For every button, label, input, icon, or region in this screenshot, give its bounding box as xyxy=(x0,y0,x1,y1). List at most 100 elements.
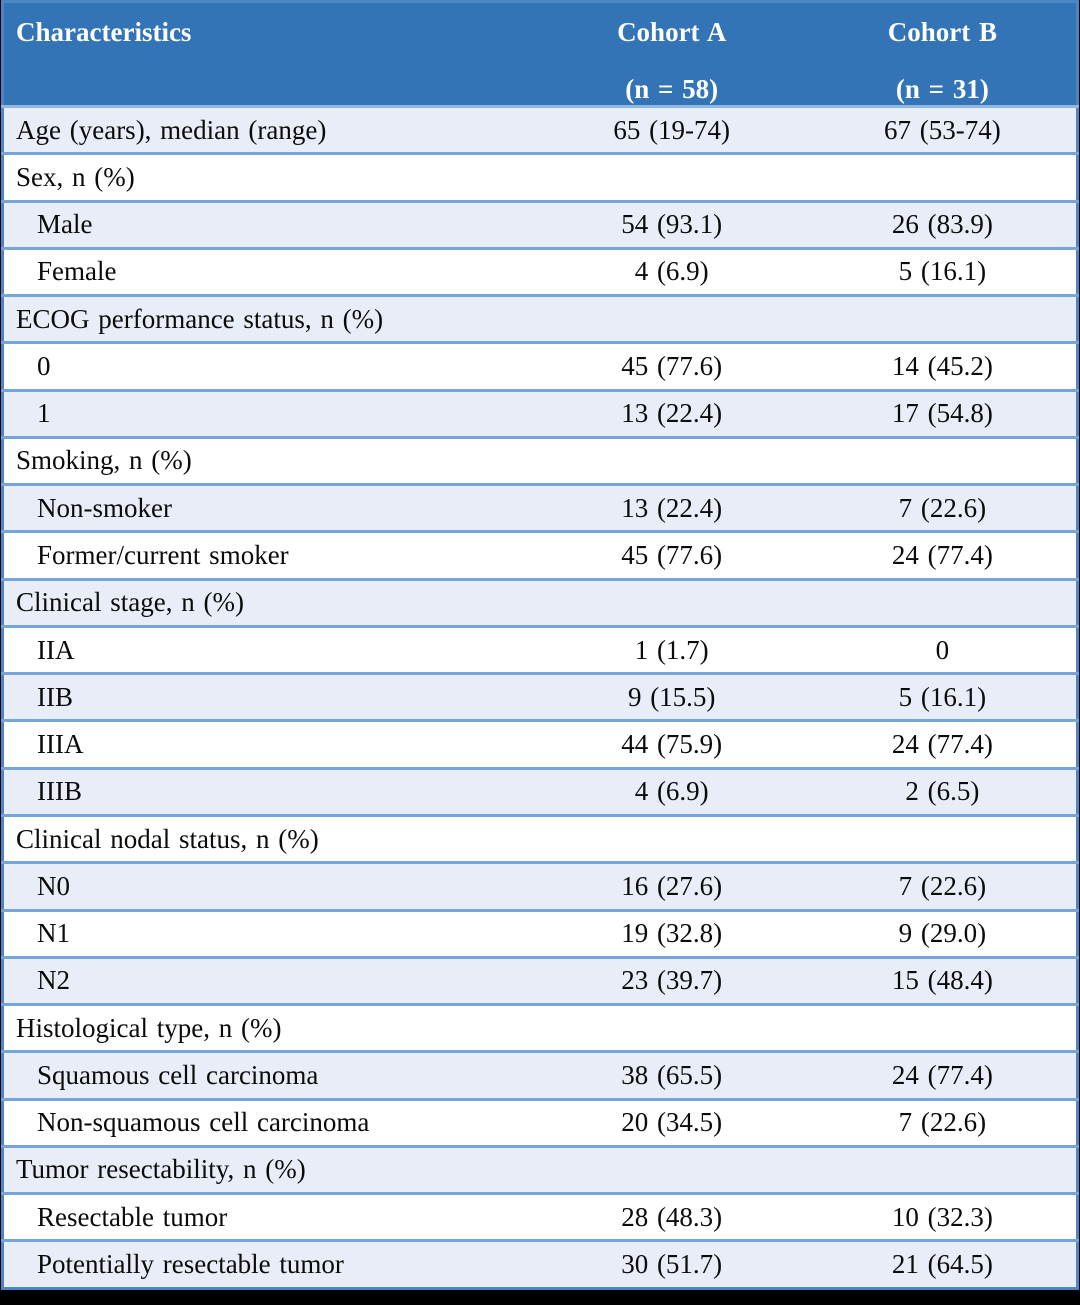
cohort-a-value: 44 (75.9) xyxy=(534,719,809,769)
cohort-b-value: 21 (64.5) xyxy=(808,1239,1078,1289)
cohort-b-value: 10 (32.3) xyxy=(808,1192,1078,1241)
table-header: Characteristics Cohort A (n = 58) Cohort… xyxy=(2,1,1078,108)
header-cohort-b: Cohort B (n = 31) xyxy=(808,1,1078,108)
row-label: N1 xyxy=(2,908,535,958)
table-row: Histological type, n (%) xyxy=(2,1003,1078,1052)
cohort-a-value xyxy=(534,813,809,863)
cohort-b-value: 24 (77.4) xyxy=(808,1050,1078,1100)
cohort-b-value xyxy=(808,435,1078,485)
header-characteristics: Characteristics xyxy=(2,1,535,108)
row-label: N0 xyxy=(2,861,535,911)
table-row: Age (years), median (range) 65 (19-74) 67 … xyxy=(2,106,1078,154)
table-row: Sex, n (%) xyxy=(2,152,1078,202)
row-label: IIB xyxy=(2,672,535,721)
row-label: Potentially resectable tumor xyxy=(2,1239,535,1289)
cohort-b-value xyxy=(808,1003,1078,1052)
cohort-b-value xyxy=(808,152,1078,202)
cohort-b-value xyxy=(808,813,1078,863)
table-row: IIA 1 (1.7) 0 xyxy=(2,624,1078,674)
row-label: Male xyxy=(2,199,535,249)
header-row: Characteristics Cohort A (n = 58) Cohort… xyxy=(2,1,1078,108)
row-label: Non-squamous cell carcinoma xyxy=(2,1097,535,1147)
table-row: Clinical nodal status, n (%) xyxy=(2,813,1078,863)
table-row: Clinical stage, n (%) xyxy=(2,577,1078,627)
cohort-b-value: 24 (77.4) xyxy=(808,719,1078,769)
table-row: Non-smoker 13 (22.4) 7 (22.6) xyxy=(2,483,1078,532)
cohort-b-value: 7 (22.6) xyxy=(808,861,1078,911)
row-label: Female xyxy=(2,246,535,296)
header-characteristics-label: Characteristics xyxy=(16,17,192,47)
row-label: Clinical stage, n (%) xyxy=(2,577,535,627)
cohort-b-value: 5 (16.1) xyxy=(808,246,1078,296)
row-label: ECOG performance status, n (%) xyxy=(2,294,535,343)
row-label: Sex, n (%) xyxy=(2,152,535,202)
cohort-a-value: 13 (22.4) xyxy=(534,483,809,532)
cohort-b-value: 67 (53-74) xyxy=(808,106,1078,154)
cohort-b-value: 2 (6.5) xyxy=(808,766,1078,816)
row-label: Resectable tumor xyxy=(2,1192,535,1241)
cohort-a-value: 9 (15.5) xyxy=(534,672,809,721)
cohort-a-value: 54 (93.1) xyxy=(534,199,809,249)
cohort-a-value: 20 (34.5) xyxy=(534,1097,809,1147)
cohort-a-value: 13 (22.4) xyxy=(534,388,809,438)
row-label: 1 xyxy=(2,388,535,438)
table-row: Non-squamous cell carcinoma 20 (34.5) 7 (2… xyxy=(2,1097,1078,1147)
cohort-a-value: 30 (51.7) xyxy=(534,1239,809,1289)
table-row: Tumor resectability, n (%) xyxy=(2,1144,1078,1194)
table-row: Female 4 (6.9) 5 (16.1) xyxy=(2,246,1078,296)
row-label: Age (years), median (range) xyxy=(2,106,535,154)
cohort-b-value xyxy=(808,1144,1078,1194)
cohort-a-title: Cohort A xyxy=(617,17,727,47)
row-label: Histological type, n (%) xyxy=(2,1003,535,1052)
table-row: Smoking, n (%) xyxy=(2,435,1078,485)
header-cohort-a: Cohort A (n = 58) xyxy=(534,1,809,108)
row-label: Squamous cell carcinoma xyxy=(2,1050,535,1100)
table-row: Squamous cell carcinoma 38 (65.5) 24 (77.4… xyxy=(2,1050,1078,1100)
row-label: 0 xyxy=(2,341,535,391)
cohort-a-value: 23 (39.7) xyxy=(534,955,809,1005)
cohort-a-n: (n = 58) xyxy=(625,74,719,104)
table-row: N0 16 (27.6) 7 (22.6) xyxy=(2,861,1078,911)
table-row: IIIA 44 (75.9) 24 (77.4) xyxy=(2,719,1078,769)
row-label: IIIB xyxy=(2,766,535,816)
table-row: Resectable tumor 28 (48.3) 10 (32.3) xyxy=(2,1192,1078,1241)
cohort-b-value xyxy=(808,294,1078,343)
cohort-a-value xyxy=(534,1003,809,1052)
cohort-a-value xyxy=(534,294,809,343)
cohort-a-value: 45 (77.6) xyxy=(534,530,809,580)
cohort-a-value: 45 (77.6) xyxy=(534,341,809,391)
table-row: IIB 9 (15.5) 5 (16.1) xyxy=(2,672,1078,721)
cohort-b-value: 24 (77.4) xyxy=(808,530,1078,580)
cohort-a-value: 4 (6.9) xyxy=(534,246,809,296)
table-row: Former/current smoker 45 (77.6) 24 (77.4) xyxy=(2,530,1078,580)
cohort-a-value: 1 (1.7) xyxy=(534,624,809,674)
cohort-a-value: 16 (27.6) xyxy=(534,861,809,911)
cohort-b-value: 7 (22.6) xyxy=(808,483,1078,532)
cohort-a-value: 38 (65.5) xyxy=(534,1050,809,1100)
row-label: IIA xyxy=(2,624,535,674)
cohort-b-n: (n = 31) xyxy=(895,74,989,104)
cohort-b-value: 5 (16.1) xyxy=(808,672,1078,721)
cohort-b-value xyxy=(808,577,1078,627)
cohort-b-value: 0 xyxy=(808,624,1078,674)
table-row: Potentially resectable tumor 30 (51.7) 21 … xyxy=(2,1239,1078,1289)
row-label: Clinical nodal status, n (%) xyxy=(2,813,535,863)
cohort-b-value: 17 (54.8) xyxy=(808,388,1078,438)
cohort-a-value: 19 (32.8) xyxy=(534,908,809,958)
cohort-b-value: 14 (45.2) xyxy=(808,341,1078,391)
table-body: Age (years), median (range) 65 (19-74) 67 … xyxy=(2,106,1078,1289)
cohort-b-title: Cohort B xyxy=(887,17,997,47)
cohort-a-value xyxy=(534,577,809,627)
cohort-b-value: 26 (83.9) xyxy=(808,199,1078,249)
cohort-a-value xyxy=(534,152,809,202)
cohort-a-value xyxy=(534,435,809,485)
cohort-a-value: 28 (48.3) xyxy=(534,1192,809,1241)
cohort-b-value: 9 (29.0) xyxy=(808,908,1078,958)
table-row: N2 23 (39.7) 15 (48.4) xyxy=(2,955,1078,1005)
row-label: Non-smoker xyxy=(2,483,535,532)
row-label: IIIA xyxy=(2,719,535,769)
table-row: N1 19 (32.8) 9 (29.0) xyxy=(2,908,1078,958)
table-row: Male 54 (93.1) 26 (83.9) xyxy=(2,199,1078,249)
